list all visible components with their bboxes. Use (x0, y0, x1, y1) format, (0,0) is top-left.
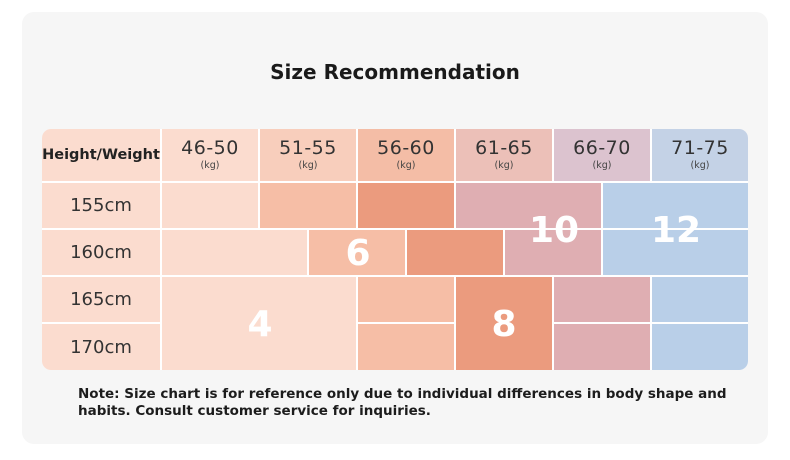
size-label-6: 6 (345, 233, 371, 274)
column-range: 56-60 (377, 137, 435, 159)
column-range: 61-65 (475, 137, 533, 159)
column-range: 46-50 (181, 137, 239, 159)
merge-overlay (456, 321, 552, 327)
size-cell (505, 230, 603, 277)
column-unit: (kg) (494, 160, 514, 171)
size-cell (162, 183, 260, 230)
column-header-51-55: 51-55 (kg) (260, 129, 358, 183)
size-cell (358, 277, 456, 324)
size-cell (358, 324, 456, 370)
size-cell (358, 183, 456, 230)
chart-title: Size Recommendation (270, 60, 520, 84)
size-cell (652, 277, 748, 324)
size-label-12: 12 (650, 210, 702, 251)
row-label-170cm: 170cm (42, 324, 162, 370)
size-cell (456, 183, 603, 230)
size-cell (652, 324, 748, 370)
size-table: Height/Weight 46-50 (kg) 51-55 (kg) 56-6… (42, 129, 748, 370)
size-cell (456, 277, 554, 324)
size-label-10: 10 (528, 210, 580, 251)
row-label-160cm: 160cm (42, 230, 162, 277)
column-range: 71-75 (671, 137, 729, 159)
column-header-66-70: 66-70 (kg) (554, 129, 652, 183)
column-unit: (kg) (690, 160, 710, 171)
row-label-155cm: 155cm (42, 183, 162, 230)
size-cell (554, 277, 652, 324)
column-unit: (kg) (200, 160, 220, 171)
row-label-165cm: 165cm (42, 277, 162, 324)
column-header-46-50: 46-50 (kg) (162, 129, 260, 183)
size-cell (309, 230, 407, 277)
size-cell (456, 324, 554, 370)
size-cell (162, 324, 358, 370)
column-range: 51-55 (279, 137, 337, 159)
size-label-8: 8 (491, 304, 517, 345)
column-unit: (kg) (396, 160, 416, 171)
corner-header: Height/Weight (42, 129, 162, 183)
size-cell (162, 230, 309, 277)
column-unit: (kg) (592, 160, 612, 171)
column-unit: (kg) (298, 160, 318, 171)
column-header-56-60: 56-60 (kg) (358, 129, 456, 183)
size-cell (407, 230, 505, 277)
size-cell (603, 183, 748, 230)
size-cell (603, 230, 748, 277)
column-header-61-65: 61-65 (kg) (456, 129, 554, 183)
footnote: Note: Size chart is for reference only d… (78, 386, 727, 419)
size-label-4: 4 (247, 304, 273, 345)
merge-overlay (162, 321, 356, 327)
column-range: 66-70 (573, 137, 631, 159)
size-cell (554, 324, 652, 370)
column-header-71-75: 71-75 (kg) (652, 129, 748, 183)
size-cell (260, 183, 358, 230)
